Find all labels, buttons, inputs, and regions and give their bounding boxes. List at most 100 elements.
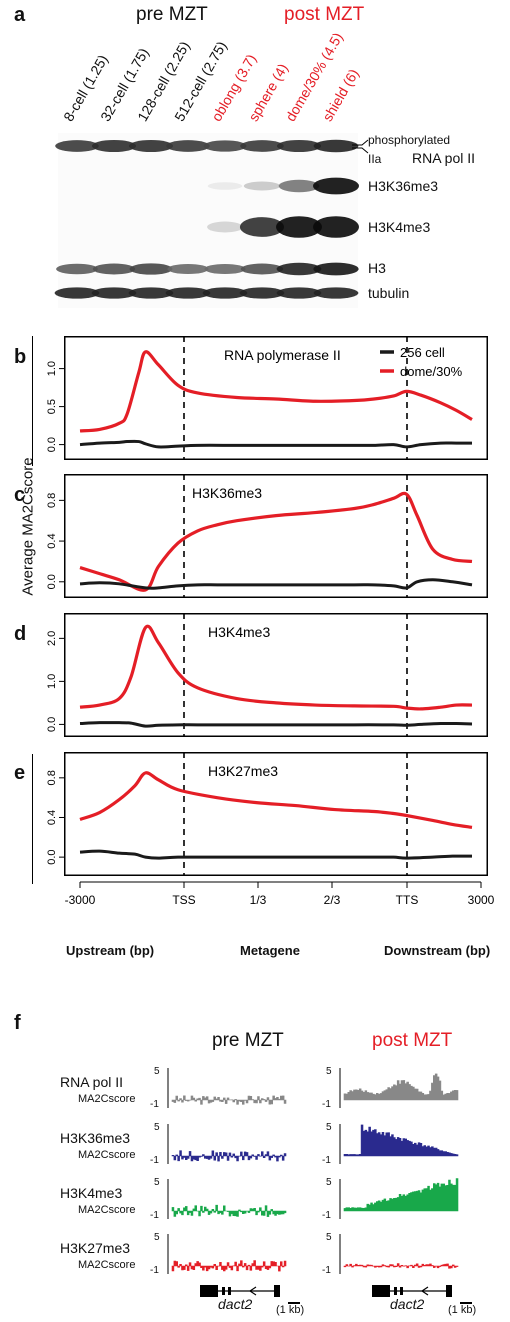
plot-title: H3K36me3 xyxy=(192,485,262,501)
panel-f-label: f xyxy=(14,1012,21,1034)
track-name: H3K36me3 xyxy=(60,1130,131,1146)
xlabel-downstream: Downstream (bp) xyxy=(384,943,491,958)
series-line xyxy=(79,491,473,592)
blot-band xyxy=(207,182,243,190)
blot-band xyxy=(202,287,248,299)
blot-band xyxy=(276,139,322,153)
plot-frame xyxy=(64,474,488,598)
scale-bottom: -1 xyxy=(322,1210,331,1221)
blot-band xyxy=(129,263,173,275)
scale-top: 5 xyxy=(154,1122,160,1133)
xlabel-metagene: Metagene xyxy=(240,943,300,958)
track-sub: MA2Cscore xyxy=(78,1204,136,1216)
blot-band xyxy=(278,179,320,193)
blot-band xyxy=(56,263,98,275)
blot-band xyxy=(313,139,359,153)
scale-top: 5 xyxy=(326,1177,332,1188)
blot-band xyxy=(276,216,322,238)
y-tick-label: 0.4 xyxy=(46,533,58,548)
y-tick-label: 0.8 xyxy=(46,770,58,785)
exon xyxy=(446,1285,452,1297)
blot-label-rna-pol-ii: RNA pol II xyxy=(412,150,476,166)
track-name: H3K4me3 xyxy=(60,1185,123,1201)
scale-bar xyxy=(288,1302,300,1304)
blot-band xyxy=(128,139,174,153)
scale-bottom: -1 xyxy=(150,1155,159,1166)
exon xyxy=(228,1287,231,1295)
series-line xyxy=(79,721,473,728)
panel-label: e xyxy=(14,762,26,784)
series-line xyxy=(79,771,473,829)
strand-arrow xyxy=(248,1286,257,1296)
blot-band xyxy=(92,263,136,275)
blot-band xyxy=(313,262,359,276)
blot-band xyxy=(166,140,210,152)
y-tick-label: 2.0 xyxy=(46,631,58,646)
post-mzt-header: post MZT xyxy=(284,4,365,25)
series-line xyxy=(79,849,473,860)
gene-name: dact2 xyxy=(218,1296,253,1312)
blot-band xyxy=(276,287,322,299)
series-line xyxy=(79,439,472,449)
track-svg xyxy=(339,1178,459,1219)
blot-band xyxy=(313,287,359,299)
y-tick-label: 0.0 xyxy=(46,849,58,864)
exon xyxy=(274,1285,280,1297)
series-line xyxy=(79,624,473,711)
plot-title: RNA polymerase II xyxy=(224,347,341,363)
blot-band xyxy=(91,139,137,153)
panel-label: d xyxy=(14,623,27,645)
track-svg xyxy=(167,1179,287,1219)
signal-track xyxy=(171,1150,287,1162)
exon xyxy=(400,1287,403,1295)
signal-track xyxy=(343,1124,459,1157)
lane-label: shield (6) xyxy=(319,66,362,124)
blot-band xyxy=(239,287,285,299)
signal-track xyxy=(171,1260,287,1272)
panel-label: b xyxy=(14,346,27,368)
blot-band xyxy=(54,287,100,299)
track-sub: MA2Cscore xyxy=(78,1149,136,1161)
x-tick-label: 3000 xyxy=(468,893,495,907)
scale-bar-label: (1 kb) xyxy=(448,1304,477,1316)
x-tick-label: 1/3 xyxy=(250,893,267,907)
track-svg xyxy=(339,1234,459,1274)
track-svg xyxy=(167,1068,287,1108)
y-tick-label: 0.0 xyxy=(46,437,58,452)
track-sub: MA2Cscore xyxy=(78,1259,136,1271)
plot-frame xyxy=(64,752,488,876)
blot-band xyxy=(240,263,284,275)
blot-band xyxy=(240,140,284,152)
scale-bottom: -1 xyxy=(322,1155,331,1166)
signal-track xyxy=(343,1073,459,1101)
blot-label-tubulin: tubulin xyxy=(368,285,410,301)
metagene-plot: 0.0 1.0 2.0 H3K4me3 xyxy=(46,613,488,737)
signal-track xyxy=(343,1263,459,1269)
exon xyxy=(200,1285,218,1297)
side-bracket-bottom xyxy=(32,754,33,884)
panel-label: c xyxy=(14,484,26,506)
scale-top: 5 xyxy=(326,1066,332,1077)
legend-label: 256 cell xyxy=(400,345,445,360)
exon xyxy=(372,1285,390,1297)
scale-bottom: -1 xyxy=(150,1099,159,1110)
scale-bottom: -1 xyxy=(150,1265,159,1276)
blot-label-h3k36me3: H3K36me3 xyxy=(368,178,439,194)
exon xyxy=(394,1287,397,1295)
gene-model xyxy=(372,1285,452,1297)
plot-title: H3K27me3 xyxy=(208,763,278,779)
x-tick-label: TTS xyxy=(396,893,419,907)
signal-track xyxy=(343,1178,459,1212)
x-tick-label: -3000 xyxy=(65,893,96,907)
scale-top: 5 xyxy=(154,1177,160,1188)
f-pre-mzt-header: pre MZT xyxy=(212,1030,284,1051)
metagene-plot: 0.0 0.4 0.8 H3K36me3 xyxy=(46,474,488,598)
y-tick-label: 0.5 xyxy=(46,399,58,414)
blot-label-h3: H3 xyxy=(368,260,386,276)
gene-name: dact2 xyxy=(390,1296,425,1312)
y-tick-label: 0.8 xyxy=(46,493,58,508)
y-tick-label: 0.0 xyxy=(46,717,58,732)
track-name: H3K27me3 xyxy=(60,1240,131,1256)
scale-bottom: -1 xyxy=(322,1099,331,1110)
blot-band xyxy=(207,221,243,233)
